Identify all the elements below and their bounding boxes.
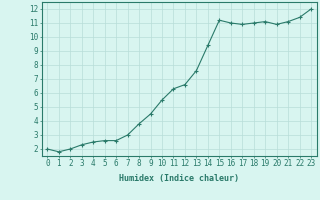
X-axis label: Humidex (Indice chaleur): Humidex (Indice chaleur) xyxy=(119,174,239,183)
